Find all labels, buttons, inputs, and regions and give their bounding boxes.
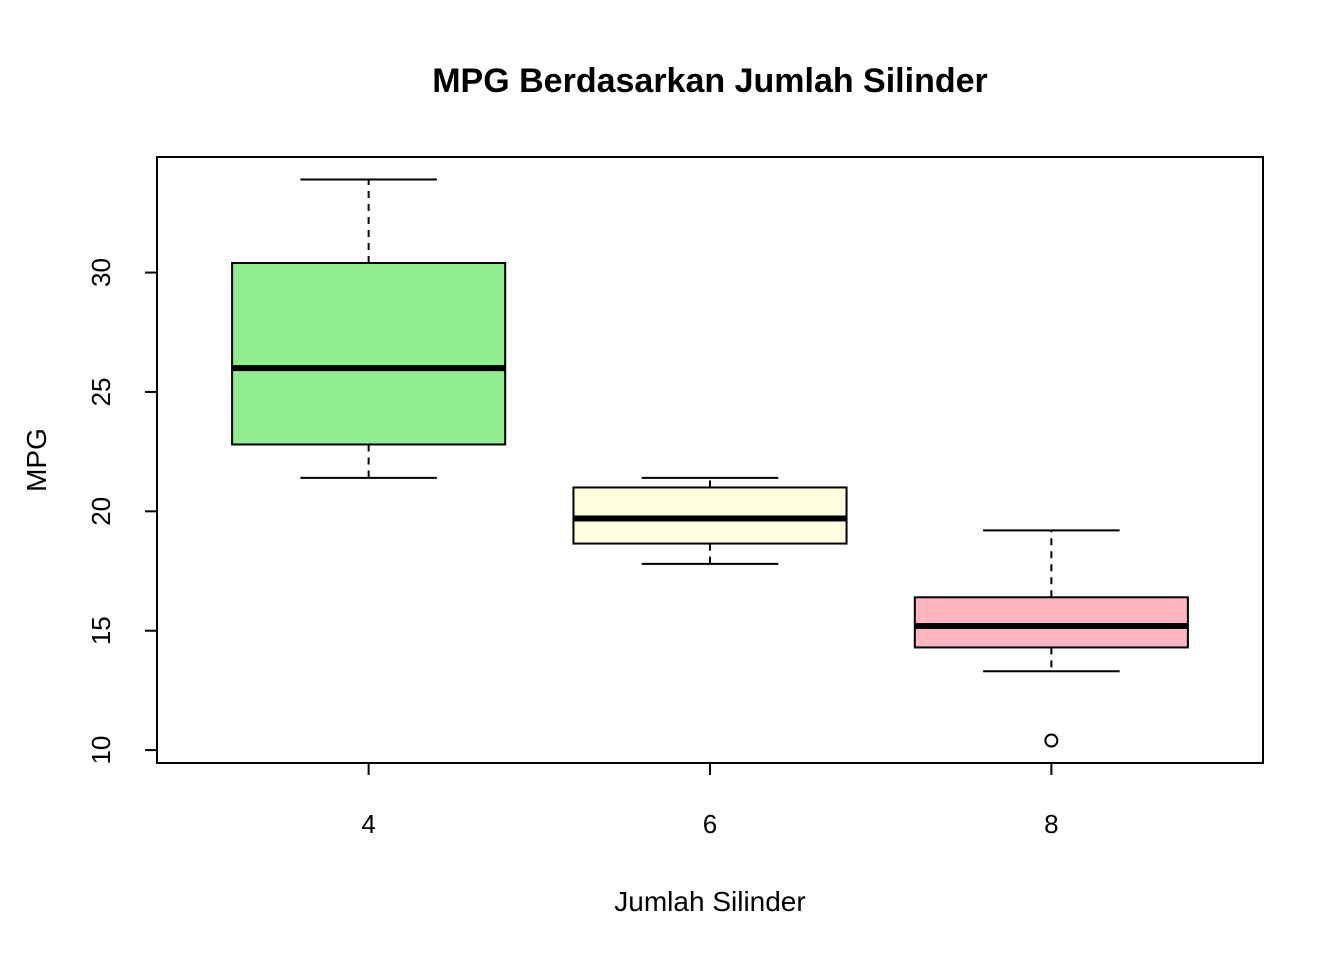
y-tick-label: 10 bbox=[86, 736, 116, 765]
x-tick-label: 8 bbox=[1044, 809, 1058, 839]
x-tick-label: 6 bbox=[703, 809, 717, 839]
y-axis-label: MPG bbox=[21, 428, 52, 492]
y-tick-label: 25 bbox=[86, 377, 116, 406]
chart-title: MPG Berdasarkan Jumlah Silinder bbox=[432, 62, 988, 100]
x-tick-label: 4 bbox=[361, 809, 375, 839]
box bbox=[231, 262, 507, 446]
outlier bbox=[1044, 733, 1059, 748]
box bbox=[913, 596, 1189, 649]
y-tick-label: 15 bbox=[86, 616, 116, 645]
y-tick-label: 30 bbox=[86, 258, 116, 287]
x-axis-label: Jumlah Silinder bbox=[614, 886, 805, 917]
y-tick-label: 20 bbox=[86, 497, 116, 526]
